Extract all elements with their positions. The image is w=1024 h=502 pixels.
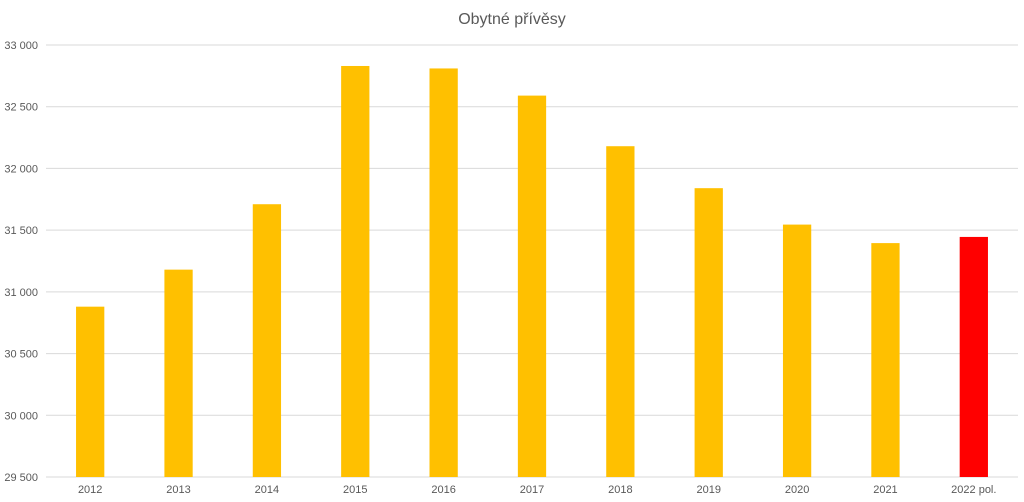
bar-2015 (341, 65, 370, 478)
x-tick-label: 2020 (785, 484, 809, 496)
bar-2012 (76, 306, 105, 477)
y-tick-label: 30 000 (4, 410, 38, 422)
bar-2019 (694, 188, 723, 478)
x-tick-label: 2014 (255, 484, 279, 496)
bar-2020 (782, 224, 812, 477)
bar-2017 (517, 95, 547, 477)
x-tick-label: 2017 (520, 484, 544, 496)
x-tick-label: 2013 (166, 484, 190, 496)
x-axis-tick-labels: 2012 2013 2014 2015 2016 2017 2018 2019 2020 2021… (78, 484, 997, 496)
bar-2013 (164, 269, 193, 477)
y-tick-label: 31 500 (4, 225, 38, 237)
y-tick-label: 33 000 (4, 40, 38, 52)
y-axis-tick-labels: 29 500 30 000 30 500 31 000 31 500 32 000 32 5… (4, 40, 38, 484)
bar-2018 (606, 146, 635, 477)
bar-2016 (429, 68, 458, 478)
x-tick-label: 2019 (696, 484, 720, 496)
y-tick-label: 30 500 (4, 349, 38, 361)
y-tick-label: 31 000 (4, 287, 38, 299)
x-tick-label: 2016 (431, 484, 455, 496)
x-tick-label: 2015 (343, 484, 367, 496)
chart-title: Obytné přívěsy (458, 11, 566, 28)
bars (76, 65, 988, 478)
x-tick-label: 2021 (873, 484, 897, 496)
bar-2021 (871, 243, 900, 477)
bar-2022-pol- (959, 236, 988, 477)
bar-2014 (252, 204, 282, 478)
x-tick-label: 2012 (78, 484, 102, 496)
x-tick-label: 2018 (608, 484, 632, 496)
y-tick-label: 32 500 (4, 102, 38, 114)
y-tick-label: 29 500 (4, 472, 38, 484)
x-tick-label: 2022 pol. (951, 484, 996, 496)
y-tick-label: 32 000 (4, 163, 38, 175)
